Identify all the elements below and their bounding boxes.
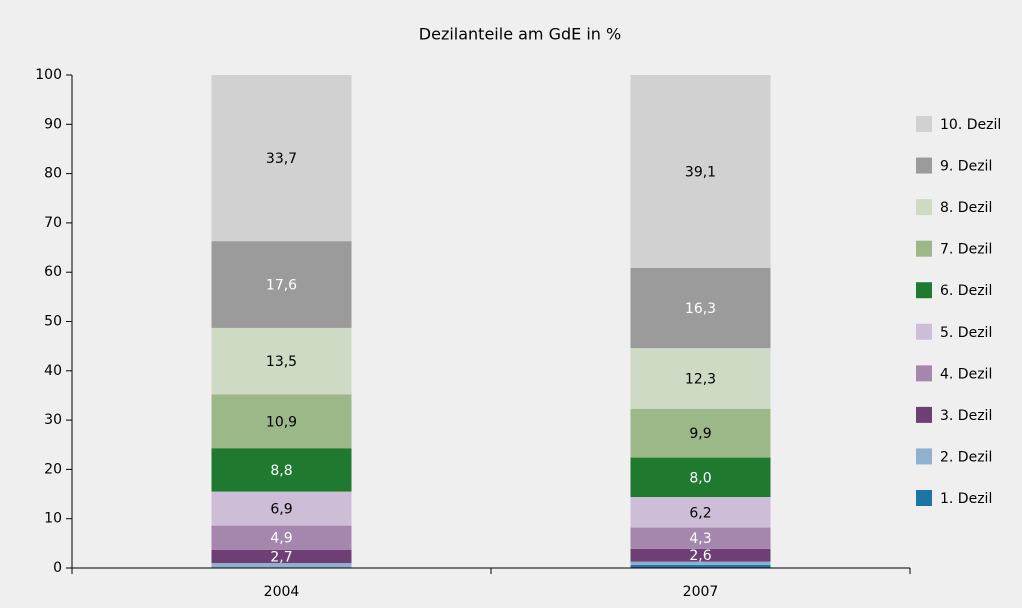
y-tick-label: 100 [35,67,62,83]
y-tick-label: 10 [44,511,62,527]
legend-label: 1. Dezil [940,491,992,507]
data-label: 12,3 [685,371,716,387]
data-label: 33,7 [266,151,297,167]
data-label: 10,9 [266,414,297,430]
y-tick-label: 90 [44,116,62,132]
data-label: 4,9 [270,531,292,547]
data-label: 17,6 [266,278,297,294]
legend-swatch [916,406,932,423]
bar-segment [630,565,771,568]
y-tick-label: 80 [44,166,62,182]
data-label: 2,7 [270,549,292,565]
legend-swatch [916,490,932,506]
legend-swatch [916,282,932,299]
legend-label: 5. Dezil [940,325,992,341]
data-label: 39,1 [685,164,716,180]
legend-swatch [916,365,932,382]
legend-swatch [916,116,932,132]
legend-swatch [916,323,932,340]
legend-label: 2. Dezil [940,449,992,465]
y-tick-label: 60 [44,264,62,280]
data-label: 2,6 [689,548,711,564]
bar-segment [211,525,352,550]
data-label: 6,2 [689,505,711,521]
legend-swatch [916,448,932,465]
bar-segment [630,348,771,409]
bar-segment [211,549,352,564]
bar-segment [630,267,771,349]
bar-segment [630,408,771,458]
y-tick-label: 20 [44,461,62,477]
bar-segment [211,241,352,328]
legend-label: 8. Dezil [940,200,992,216]
bar-segment [630,561,771,566]
data-label: 6,9 [270,502,292,518]
data-label: 8,0 [689,470,711,486]
bar-segment [211,448,352,492]
y-tick-label: 50 [44,314,62,330]
y-tick-label: 30 [44,412,62,428]
data-label: 16,3 [685,301,716,317]
data-label: 9,9 [689,426,711,442]
x-tick-label: 2007 [683,584,719,600]
legend-label: 6. Dezil [940,283,992,299]
y-tick-label: 70 [44,215,62,231]
bar-segment [630,548,771,562]
y-tick-label: 0 [53,560,62,576]
bar-segment [630,75,771,268]
chart-title: Dezilanteile am GdE in % [419,25,621,44]
bar-segment [211,327,352,395]
y-tick-label: 40 [44,363,62,379]
bar-segment [211,394,352,449]
legend-label: 7. Dezil [940,242,992,258]
data-label: 13,5 [266,354,297,370]
bar-segment [211,491,352,526]
data-label: 8,8 [270,463,292,479]
legend-label: 10. Dezil [940,117,1001,133]
legend-swatch [916,157,932,174]
bar-segment [630,497,771,528]
legend-swatch [916,240,932,257]
legend-label: 9. Dezil [940,159,992,175]
bar-segment [630,527,771,549]
bar-segment [211,563,352,568]
x-tick-label: 2004 [264,584,300,600]
data-label: 4,3 [689,531,711,547]
legend-swatch [916,199,932,216]
bar-segment [630,457,771,498]
bar-segment [211,75,352,242]
legend-label: 3. Dezil [940,408,992,424]
legend-label: 4. Dezil [940,366,992,382]
